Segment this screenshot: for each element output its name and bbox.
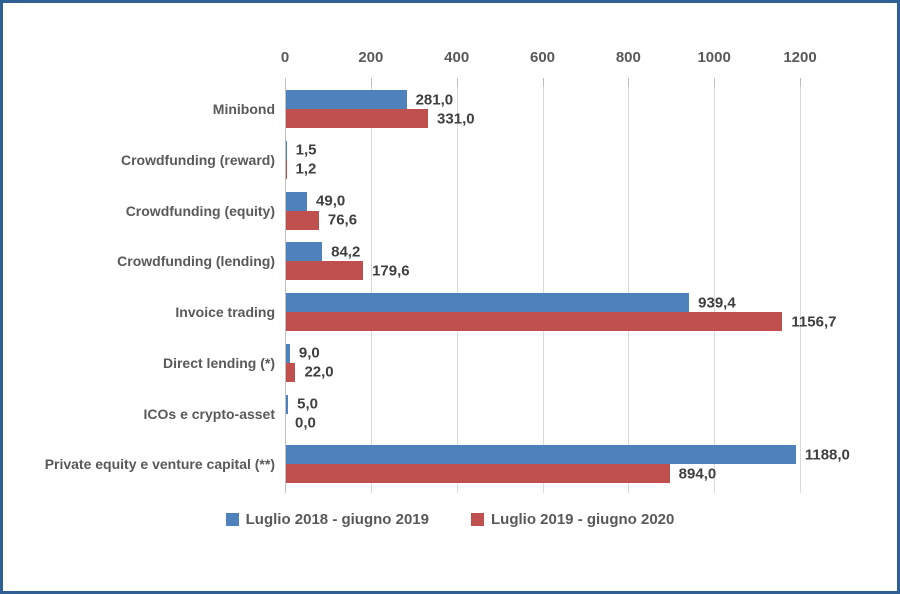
bar-series-2 xyxy=(286,464,670,484)
bar-series-1 xyxy=(286,90,407,109)
x-axis-tick-label: 600 xyxy=(529,49,556,66)
bar-series-1 xyxy=(286,394,289,414)
bar-series-2 xyxy=(286,362,296,382)
x-axis-tick-label: 800 xyxy=(615,49,641,66)
value-label: 5,0 xyxy=(297,395,318,413)
value-label: 331,0 xyxy=(437,110,475,127)
value-label: 281,0 xyxy=(415,91,454,108)
value-label: 1,5 xyxy=(295,141,317,159)
x-axis-tick-label: 1000 xyxy=(697,49,731,66)
axis-tick-mark xyxy=(714,78,716,87)
value-label: 894,0 xyxy=(678,465,717,483)
bar-series-1 xyxy=(286,191,308,211)
gridline xyxy=(370,87,372,493)
category-label: Crowdfunding (equity) xyxy=(125,202,275,219)
value-label: 0,0 xyxy=(295,414,316,432)
bar-series-2 xyxy=(286,109,429,128)
value-label: 1188,0 xyxy=(804,446,850,464)
x-axis-tick-label: 1200 xyxy=(783,49,817,66)
gridline xyxy=(800,87,801,493)
value-label: 939,4 xyxy=(698,294,736,311)
gridline xyxy=(456,87,458,493)
category-axis-line xyxy=(285,87,286,493)
value-label: 1156,7 xyxy=(791,313,837,330)
x-axis-tick-label: 400 xyxy=(444,49,470,66)
bar-series-1 xyxy=(286,293,690,312)
axis-tick-mark xyxy=(542,78,544,87)
legend-label: Luglio 2019 - giugno 2020 xyxy=(491,511,675,528)
value-label: 1,2 xyxy=(295,160,317,178)
category-label: Crowdfunding (lending) xyxy=(117,253,275,270)
gridline xyxy=(628,87,630,493)
category-label: Direct lending (*) xyxy=(162,354,275,371)
category-label: ICOs e crypto-asset xyxy=(143,405,276,422)
bar-series-1 xyxy=(286,242,323,262)
legend-item-2: Luglio 2019 - giugno 2020 xyxy=(471,511,674,528)
value-label: 9,0 xyxy=(298,344,320,362)
bar-series-1 xyxy=(286,343,290,363)
bar-series-1 xyxy=(286,140,287,160)
axis-tick-mark xyxy=(628,78,630,87)
value-label: 179,6 xyxy=(372,262,410,280)
legend-color-swatch xyxy=(471,513,484,526)
category-label: Minibond xyxy=(212,101,275,117)
value-label: 49,0 xyxy=(316,192,346,210)
gridline xyxy=(542,87,544,493)
bar-series-2 xyxy=(286,210,319,230)
bar-series-2 xyxy=(286,312,783,331)
axis-tick-mark xyxy=(800,78,801,87)
legend-item-1: Luglio 2018 - giugno 2019 xyxy=(225,511,429,528)
category-label: Private equity e venture capital (**) xyxy=(44,456,275,473)
bar-series-2 xyxy=(286,159,287,179)
bar-chart: 0 200 400 600 800 1000 1200 Minibond 281,0 331,0 C… xyxy=(3,3,897,591)
legend: Luglio 2018 - giugno 2019 Luglio 2019 - g… xyxy=(3,511,897,528)
category-label: Invoice trading xyxy=(175,304,275,320)
category-label: Crowdfunding (reward) xyxy=(121,151,275,168)
bar-series-2 xyxy=(286,261,364,281)
x-axis-tick-label: 200 xyxy=(358,49,384,66)
gridline xyxy=(714,87,716,493)
value-label: 84,2 xyxy=(331,243,361,261)
axis-tick-mark xyxy=(456,78,458,87)
legend-label: Luglio 2018 - giugno 2019 xyxy=(245,511,429,528)
value-label: 76,6 xyxy=(327,211,358,229)
legend-color-swatch xyxy=(225,513,239,526)
axis-tick-mark xyxy=(370,78,372,87)
x-axis-tick-label: 0 xyxy=(280,49,290,66)
axis-tick-mark xyxy=(285,78,286,87)
value-label: 22,0 xyxy=(304,363,334,381)
bar-series-1 xyxy=(286,445,796,465)
